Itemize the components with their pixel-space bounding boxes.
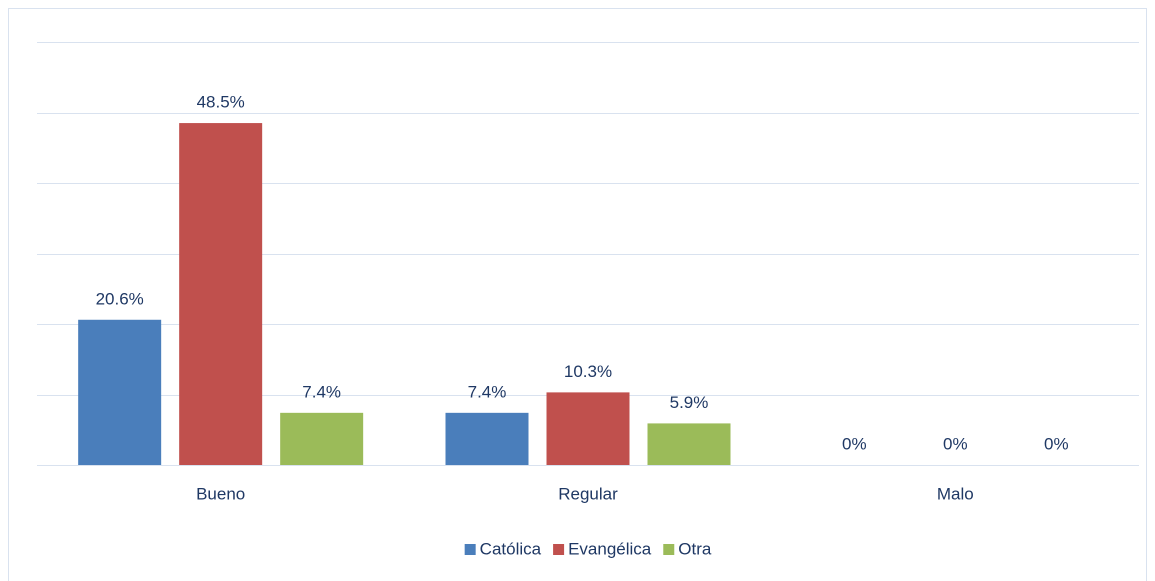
value-label: 5.9% [670, 393, 709, 412]
value-label: 7.4% [468, 382, 507, 401]
legend-label: Evangélica [568, 539, 652, 558]
bar [445, 412, 529, 465]
bar [647, 423, 731, 465]
value-label: 7.4% [302, 382, 341, 401]
bar [78, 319, 162, 465]
value-label: 0% [943, 434, 968, 453]
legend-swatch [553, 544, 565, 555]
legend-label: Otra [678, 539, 712, 558]
x-tick-label: Regular [558, 484, 618, 503]
bar [179, 123, 263, 465]
x-tick-label: Malo [937, 484, 974, 503]
bar [546, 392, 630, 465]
legend-swatch [464, 544, 476, 555]
value-label: 48.5% [197, 93, 245, 112]
value-label: 0% [842, 434, 867, 453]
bar [280, 412, 364, 465]
x-tick-label: Bueno [196, 484, 245, 503]
legend-label: Católica [480, 539, 542, 558]
value-label: 10.3% [564, 362, 612, 381]
value-label: 20.6% [96, 289, 144, 308]
legend-swatch [663, 544, 675, 555]
value-label: 0% [1044, 434, 1069, 453]
